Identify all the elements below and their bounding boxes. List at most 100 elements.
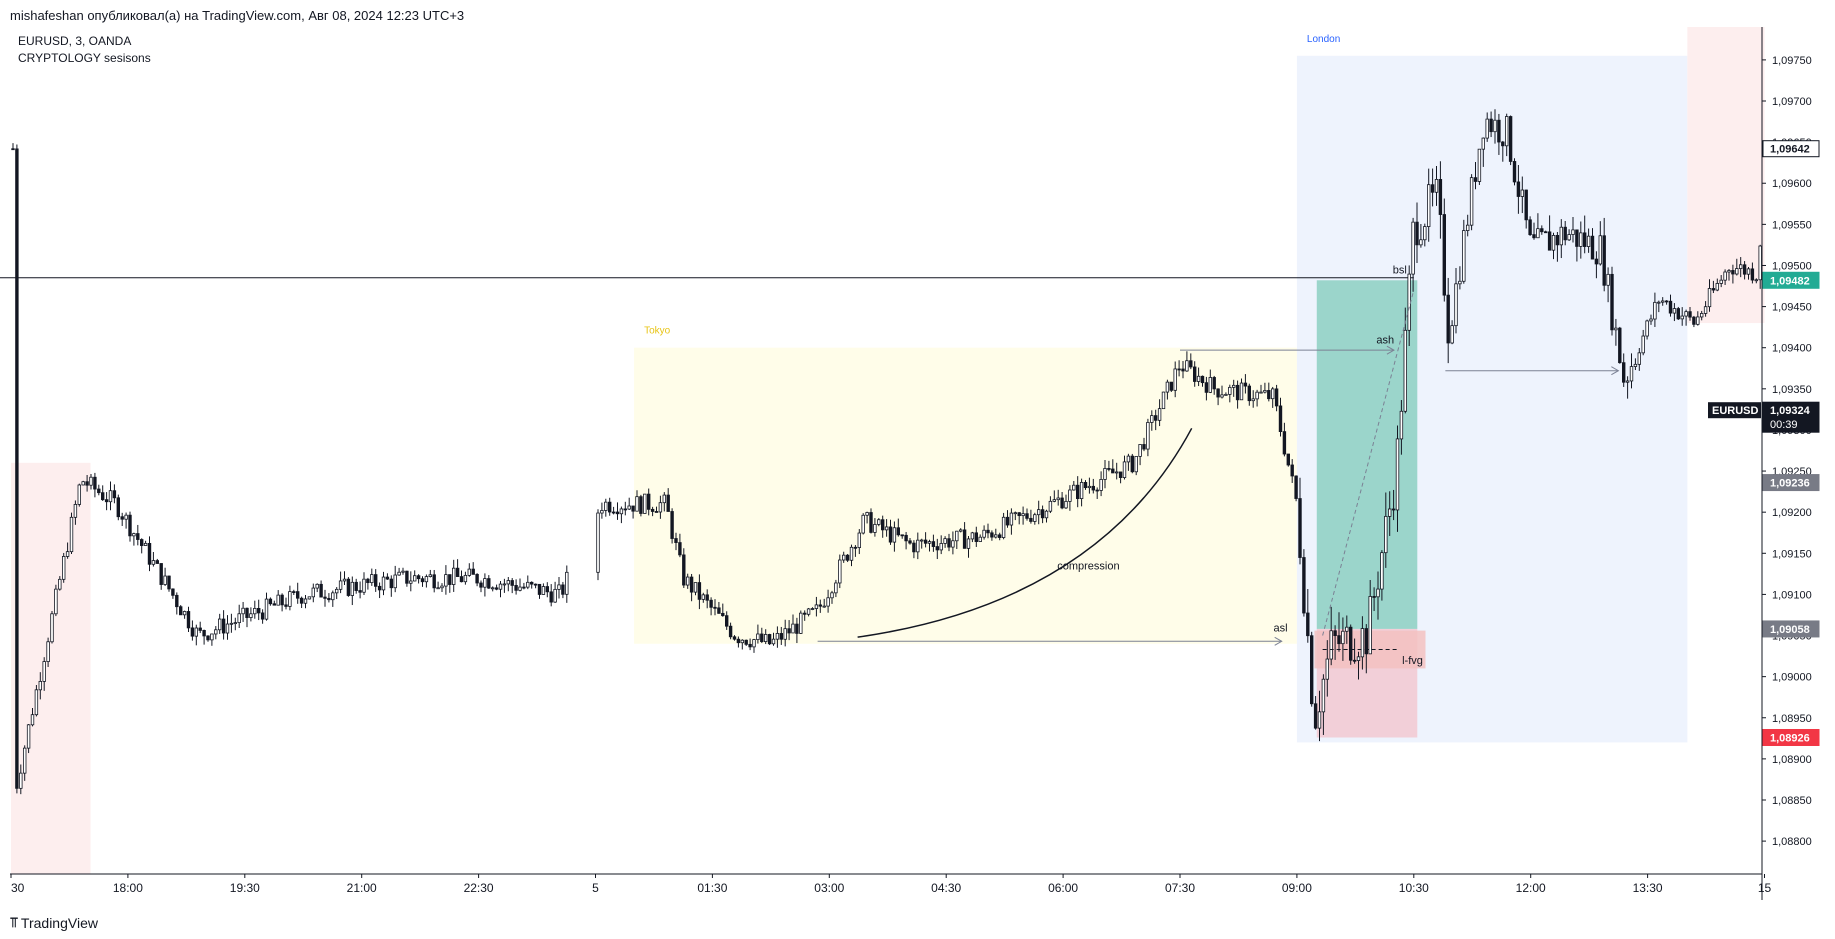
- candle: [998, 532, 1002, 541]
- candle: [1243, 374, 1248, 394]
- candle: [30, 708, 35, 727]
- candle-body: [1107, 468, 1111, 470]
- candle-body: [1360, 628, 1365, 658]
- candle: [1520, 176, 1524, 214]
- candle: [1602, 217, 1606, 292]
- candle: [1469, 174, 1474, 231]
- candle-body: [834, 582, 838, 594]
- candle: [1165, 379, 1170, 400]
- candle-body: [11, 148, 15, 151]
- candle: [190, 620, 195, 641]
- candle-body: [740, 639, 744, 644]
- candle: [1189, 353, 1193, 370]
- candle-body: [596, 512, 600, 573]
- candle: [155, 558, 159, 564]
- candle-body: [101, 492, 105, 501]
- candle-body: [354, 581, 358, 591]
- candle: [338, 571, 343, 594]
- candle: [1037, 500, 1041, 525]
- candle-body: [533, 583, 538, 586]
- candle: [1664, 300, 1669, 305]
- candle-body: [1427, 184, 1431, 227]
- candle-body: [1458, 280, 1462, 285]
- candle-body: [978, 536, 982, 542]
- candle-body: [451, 567, 456, 585]
- candle-body: [1072, 484, 1076, 491]
- candle: [709, 597, 713, 616]
- candle-body: [647, 493, 651, 510]
- annotations: bsl ash asl compression l-fvg: [1057, 265, 1423, 668]
- candle: [311, 583, 315, 603]
- candle-body: [670, 511, 674, 539]
- candle-body: [1590, 235, 1595, 260]
- candle-body: [256, 607, 261, 614]
- candle: [822, 598, 826, 608]
- candle-body: [490, 587, 495, 590]
- candle: [1727, 268, 1731, 281]
- candle: [904, 531, 908, 550]
- candle-body: [986, 529, 990, 534]
- candle-body: [1274, 388, 1279, 407]
- candle: [440, 583, 444, 593]
- candle: [1563, 220, 1567, 246]
- annotation-asl: asl: [1274, 622, 1288, 634]
- candle: [292, 589, 296, 595]
- drawings: [817, 290, 1620, 651]
- candle: [455, 559, 460, 577]
- candle-body: [1005, 516, 1010, 526]
- candle-body: [483, 578, 487, 588]
- candle-body: [432, 574, 436, 589]
- candle: [1044, 509, 1049, 523]
- candle-body: [650, 508, 655, 512]
- candle: [639, 494, 643, 517]
- candle-body: [292, 591, 296, 593]
- candle: [448, 574, 452, 593]
- price-badge: 1,09236: [1762, 474, 1820, 492]
- candle: [136, 524, 140, 546]
- candle-body: [1064, 500, 1068, 509]
- candle: [1657, 300, 1661, 313]
- candle: [1661, 297, 1665, 306]
- price-badge: 1,08926: [1762, 728, 1820, 746]
- x-tick-label: 18:00: [113, 881, 143, 895]
- candle-body: [951, 540, 955, 548]
- session-boxes: Tokyo London: [11, 27, 1765, 874]
- candle: [1731, 264, 1735, 284]
- candle: [116, 494, 120, 521]
- candle-body: [1594, 258, 1599, 265]
- candle: [22, 745, 27, 781]
- candle-body: [1540, 228, 1544, 233]
- candle: [865, 511, 869, 524]
- candle: [1688, 307, 1692, 321]
- candle: [1446, 277, 1450, 364]
- candle-body: [498, 583, 503, 590]
- candle-body: [725, 615, 729, 627]
- candle-body: [619, 508, 624, 515]
- x-tick-label: 30: [11, 881, 25, 895]
- candle: [775, 626, 780, 648]
- candle-body: [62, 556, 66, 580]
- candle: [810, 607, 815, 611]
- candle: [1598, 221, 1602, 266]
- candle-body: [1193, 366, 1197, 382]
- candle-body: [1271, 388, 1275, 400]
- candle: [838, 554, 842, 589]
- candle: [385, 573, 390, 580]
- candle-body: [744, 639, 748, 645]
- candle: [1033, 512, 1037, 525]
- candle: [1450, 320, 1454, 345]
- candle-body: [666, 494, 670, 512]
- candle: [1462, 219, 1466, 284]
- candle-body: [1399, 410, 1404, 440]
- y-tick-label: 1,09450: [1772, 302, 1812, 314]
- candle-body: [530, 581, 534, 585]
- candle-body: [1735, 268, 1739, 275]
- candle: [108, 481, 113, 511]
- candle: [1653, 292, 1657, 327]
- candle-body: [1586, 235, 1591, 247]
- candle-body: [1267, 390, 1271, 400]
- candle-body: [494, 587, 499, 590]
- footer[interactable]: ⫪ TradingView: [10, 914, 98, 931]
- candle: [1009, 508, 1014, 535]
